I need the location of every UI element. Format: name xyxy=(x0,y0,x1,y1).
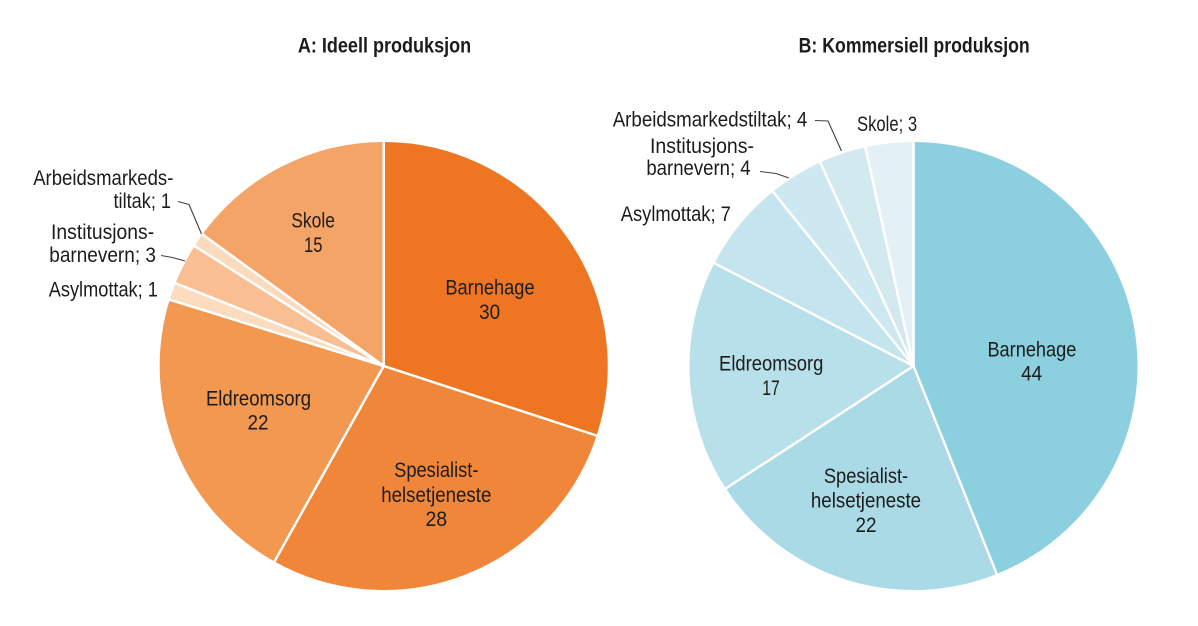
svg-text:Eldreomsorg: Eldreomsorg xyxy=(719,353,823,376)
svg-text:barnevern; 3: barnevern; 3 xyxy=(49,244,156,267)
svg-text:barnevern; 4: barnevern; 4 xyxy=(646,157,751,180)
svg-text:Skole: Skole xyxy=(291,210,335,233)
svg-text:Skole; 3: Skole; 3 xyxy=(857,113,917,136)
svg-text:Arbeidsmarkedstiltak; 4: Arbeidsmarkedstiltak; 4 xyxy=(613,108,808,131)
svg-text:Eldreomsorg: Eldreomsorg xyxy=(206,387,311,410)
svg-text:22: 22 xyxy=(856,514,877,537)
svg-text:15: 15 xyxy=(304,234,323,257)
svg-text:17: 17 xyxy=(762,377,780,400)
svg-text:helsetjeneste: helsetjeneste xyxy=(381,484,491,507)
svg-text:Asylmottak; 7: Asylmottak; 7 xyxy=(621,203,731,226)
svg-text:Spesialist-: Spesialist- xyxy=(394,459,478,482)
svg-text:Barnehage: Barnehage xyxy=(445,277,534,300)
svg-text:Arbeidsmarkeds-: Arbeidsmarkeds- xyxy=(33,167,173,190)
svg-text:B: Kommersiell produksjon: B: Kommersiell produksjon xyxy=(799,35,1030,58)
svg-text:tiltak; 1: tiltak; 1 xyxy=(114,190,172,213)
svg-text:Barnehage: Barnehage xyxy=(987,338,1076,361)
svg-text:helsetjeneste: helsetjeneste xyxy=(811,489,921,512)
svg-text:30: 30 xyxy=(479,301,500,324)
svg-text:A: Ideell produksjon: A: Ideell produksjon xyxy=(298,34,471,57)
svg-text:Asylmottak; 1: Asylmottak; 1 xyxy=(49,279,158,302)
svg-text:Spesialist-: Spesialist- xyxy=(824,465,908,488)
svg-text:44: 44 xyxy=(1021,363,1042,386)
svg-text:28: 28 xyxy=(425,508,447,531)
svg-text:Institusjons-: Institusjons- xyxy=(650,135,754,158)
svg-text:Institusjons-: Institusjons- xyxy=(51,221,154,244)
svg-text:22: 22 xyxy=(248,412,269,435)
